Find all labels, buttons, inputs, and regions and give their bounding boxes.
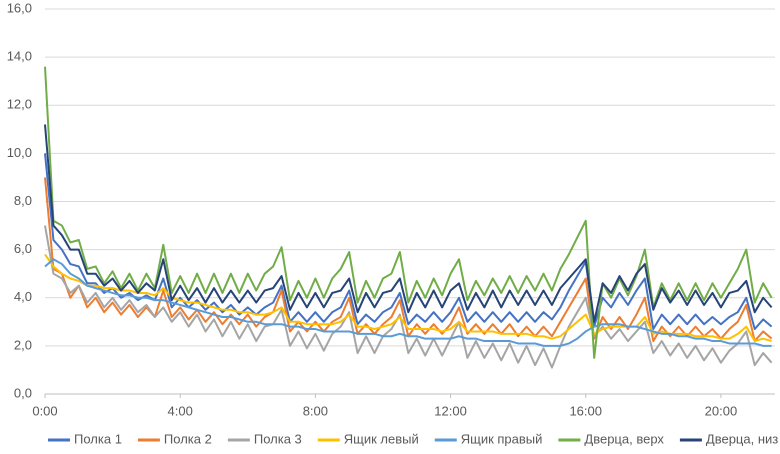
y-tick-label: 16,0 bbox=[7, 0, 32, 15]
legend-label: Полка 3 bbox=[254, 431, 302, 446]
x-tick-label: 0:00 bbox=[32, 403, 57, 418]
x-tick-label: 4:00 bbox=[168, 403, 193, 418]
legend-label: Полка 2 bbox=[164, 431, 212, 446]
legend-label: Ящик правый bbox=[461, 431, 543, 446]
y-tick-label: 8,0 bbox=[14, 193, 32, 208]
legend-label: Дверца, верх bbox=[584, 431, 664, 446]
legend-label: Ящик левый bbox=[344, 431, 419, 446]
series-line bbox=[44, 124, 773, 323]
y-tick-label: 6,0 bbox=[14, 241, 32, 256]
y-tick-label: 2,0 bbox=[14, 337, 32, 352]
x-tick-label: 20:00 bbox=[705, 403, 738, 418]
x-tick-label: 16:00 bbox=[569, 403, 602, 418]
series-line bbox=[44, 253, 772, 343]
y-tick-label: 4,0 bbox=[14, 289, 32, 304]
y-tick-label: 14,0 bbox=[7, 49, 32, 64]
y-tick-label: 0,0 bbox=[14, 385, 32, 400]
y-tick-label: 10,0 bbox=[7, 145, 32, 160]
series-line bbox=[44, 66, 773, 359]
series-line bbox=[44, 258, 772, 347]
series-line bbox=[44, 225, 773, 369]
series-line bbox=[44, 153, 773, 331]
x-tick-label: 8:00 bbox=[303, 403, 328, 418]
x-tick-label: 12:00 bbox=[434, 403, 467, 418]
y-tick-label: 12,0 bbox=[7, 97, 32, 112]
legend-label: Полка 1 bbox=[74, 431, 122, 446]
legend-label: Дверца, низ bbox=[706, 431, 778, 446]
